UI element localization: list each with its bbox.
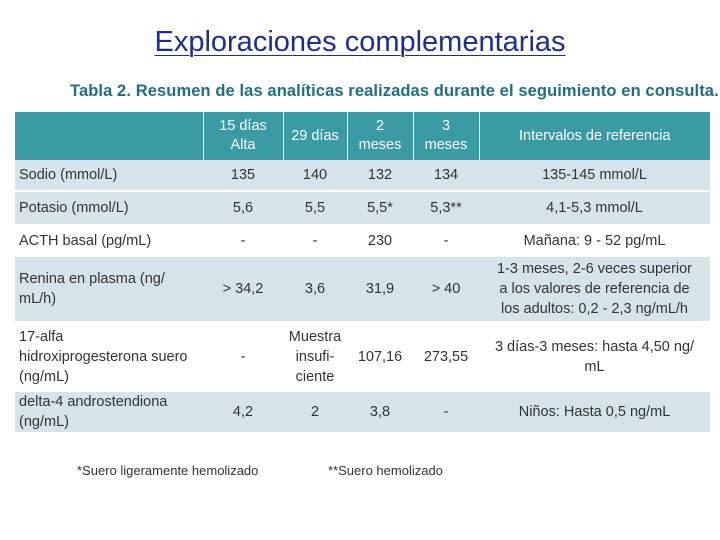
cell-intervalos: Mañana: 9 - 52 pg/mL [479,225,710,257]
cell-29-dias: 2 [283,391,347,434]
cell-2-meses: 31,9 [347,256,413,323]
cell-intervalos: 135-145 mmol/L [479,160,710,192]
cell-intervalos: Niños: Hasta 0,5 ng/mL [479,391,710,434]
header-2-meses: 2 meses [347,112,414,160]
cell-2-meses: 230 [347,225,413,257]
cell-2-meses: 132 [347,160,413,192]
header-15-dias: 15 días Alta [203,112,284,160]
cell-15-dias: 135 [203,160,283,192]
table-caption: Tabla 2. Resumen de las analíticas reali… [70,82,719,100]
cell-intervalos: 1-3 meses, 2-6 veces superior a los valor… [479,256,710,323]
cell-29-dias: - [283,225,347,257]
cell-parameter: ACTH basal (pg/mL) [15,225,203,257]
cell-3-meses: - [413,391,479,434]
cell-29-dias: 5,5 [283,191,347,226]
lab-results-table: 15 días Alta 29 días 2 meses 3 meses Interv… [15,112,710,434]
header-parameter [15,112,204,160]
cell-parameter: Potasio (mmol/L) [15,191,203,226]
cell-intervalos: 3 días-3 meses: hasta 4,50 ng/mL [479,322,710,392]
cell-2-meses: 5,5* [347,191,413,226]
cell-15-dias: - [203,322,283,392]
header-29-dias: 29 días [283,112,348,160]
cell-29-dias: 3,6 [283,256,347,323]
header-intervalos: Intervalos de referencia [479,112,710,160]
header-3-meses: 3 meses [413,112,480,160]
footnote-hemolizado-ligero: *Suero ligeramente hemolizado [77,463,259,478]
cell-3-meses: > 40 [413,256,479,323]
table-header-row: 15 días Alta 29 días 2 meses 3 meses Interv… [15,112,710,160]
cell-15-dias: - [203,225,283,257]
cell-intervalos: 4,1-5,3 mmol/L [479,191,710,226]
table-row: ACTH basal (pg/mL) - -230- Mañana: 9 - 52 p… [15,225,710,257]
slide-title: Exploraciones complementarias [154,26,566,58]
cell-3-meses: - [413,225,479,257]
table-row: delta-4 androstendiona (ng/mL) 4,2 2 3,8- Niñ… [15,391,710,434]
cell-parameter: 17-alfa hidroxiprogesterona suero (ng/mL) [15,322,203,392]
cell-2-meses: 107,16 [347,322,413,392]
cell-15-dias: 4,2 [203,391,283,434]
table-row: Renina en plasma (ng/mL/h) > 34,2 3,6 31,9 >… [15,256,710,323]
cell-2-meses: 3,8 [347,391,413,434]
table-row: Sodio (mmol/L) 135 140 132 134 135-145 mmol/L [15,160,710,192]
lab-results-table-container: 15 días Alta 29 días 2 meses 3 meses Interv… [15,112,710,434]
cell-parameter: Renina en plasma (ng/mL/h) [15,256,203,323]
cell-15-dias: 5,6 [203,191,283,226]
cell-parameter: delta-4 androstendiona (ng/mL) [15,391,203,434]
cell-3-meses: 273,55 [413,322,479,392]
table-row: 17-alfa hidroxiprogesterona suero (ng/mL) -… [15,322,710,392]
cell-3-meses: 5,3** [413,191,479,226]
cell-29-dias: 140 [283,160,347,192]
cell-3-meses: 134 [413,160,479,192]
table-row: Potasio (mmol/L) 5,6 5,5 5,5* 5,3** 4,1-5,3 m… [15,191,710,226]
cell-29-dias: Muestra insufi-ciente [283,322,347,392]
footnote-hemolizado: **Suero hemolizado [328,463,443,478]
cell-15-dias: > 34,2 [203,256,283,323]
cell-parameter: Sodio (mmol/L) [15,160,203,192]
